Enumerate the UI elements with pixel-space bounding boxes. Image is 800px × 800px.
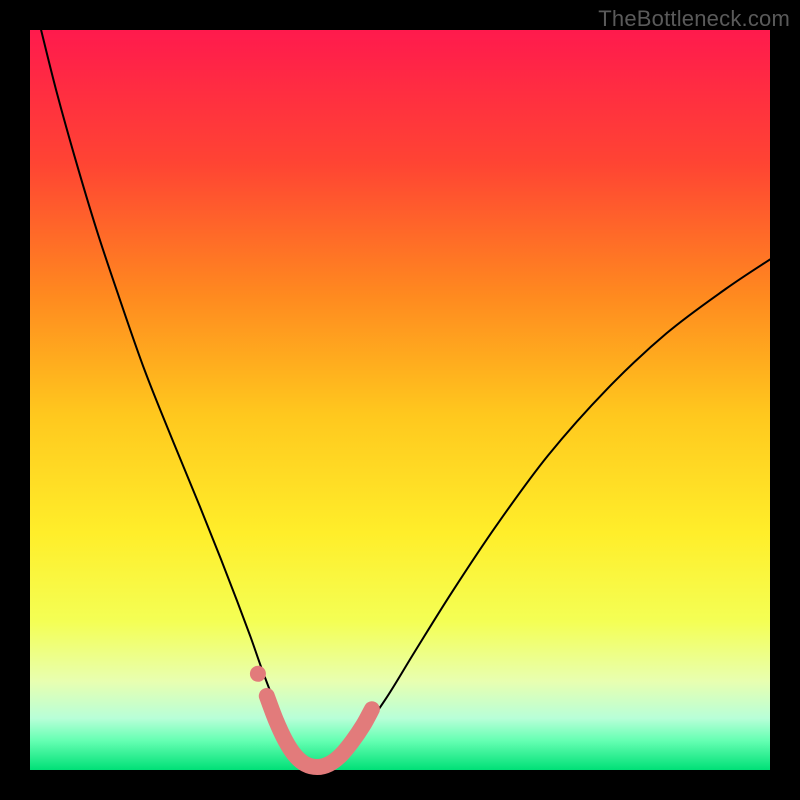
- watermark-text: TheBottleneck.com: [598, 6, 790, 32]
- accent-dot: [250, 666, 266, 682]
- plot-area: [30, 30, 770, 770]
- curve-layer: [30, 30, 770, 770]
- bottleneck-curve: [41, 30, 770, 770]
- accent-arc: [267, 696, 372, 767]
- chart-stage: TheBottleneck.com: [0, 0, 800, 800]
